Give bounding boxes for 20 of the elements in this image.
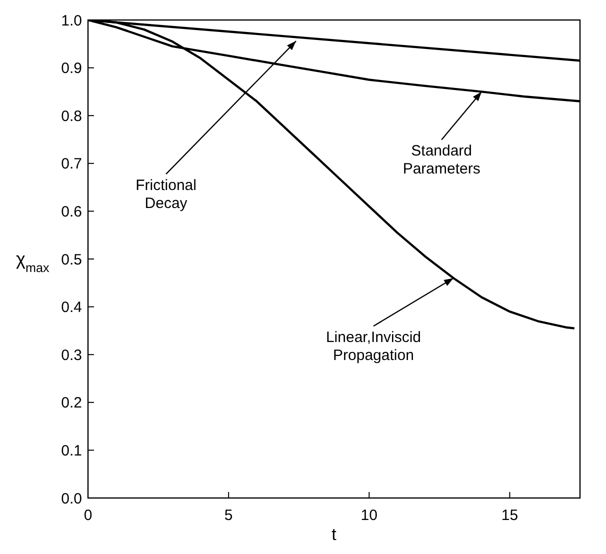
- x-tick-label: 15: [501, 507, 518, 524]
- y-tick-label: 0.7: [61, 156, 82, 173]
- x-tick-label: 0: [84, 507, 92, 524]
- y-tick-label: 1.0: [61, 12, 82, 30]
- y-tick-label: 0.8: [61, 108, 82, 125]
- y-axis-title: χ$_{max}$: [16, 249, 50, 275]
- annotation: Linear,Inviscid Propagation: [326, 329, 422, 364]
- x-tick-label: 5: [224, 507, 233, 524]
- x-tick-label: 10: [360, 507, 378, 524]
- y-tick-label: 0.5: [61, 251, 82, 268]
- y-tick-label: 0.2: [61, 394, 82, 412]
- y-tick-label: 0.3: [61, 346, 82, 364]
- y-tick-label: 0.9: [61, 60, 82, 78]
- y-tick-label: 0.0: [61, 490, 82, 508]
- x-axis-title: t: [332, 525, 337, 544]
- annotation: Frictional Decay: [136, 177, 196, 212]
- y-tick-label: 0.4: [61, 299, 82, 316]
- y-tick-label: 0.6: [61, 204, 82, 221]
- y-tick-label: 0.1: [61, 442, 82, 460]
- annotation: Standard Parameters: [402, 142, 480, 178]
